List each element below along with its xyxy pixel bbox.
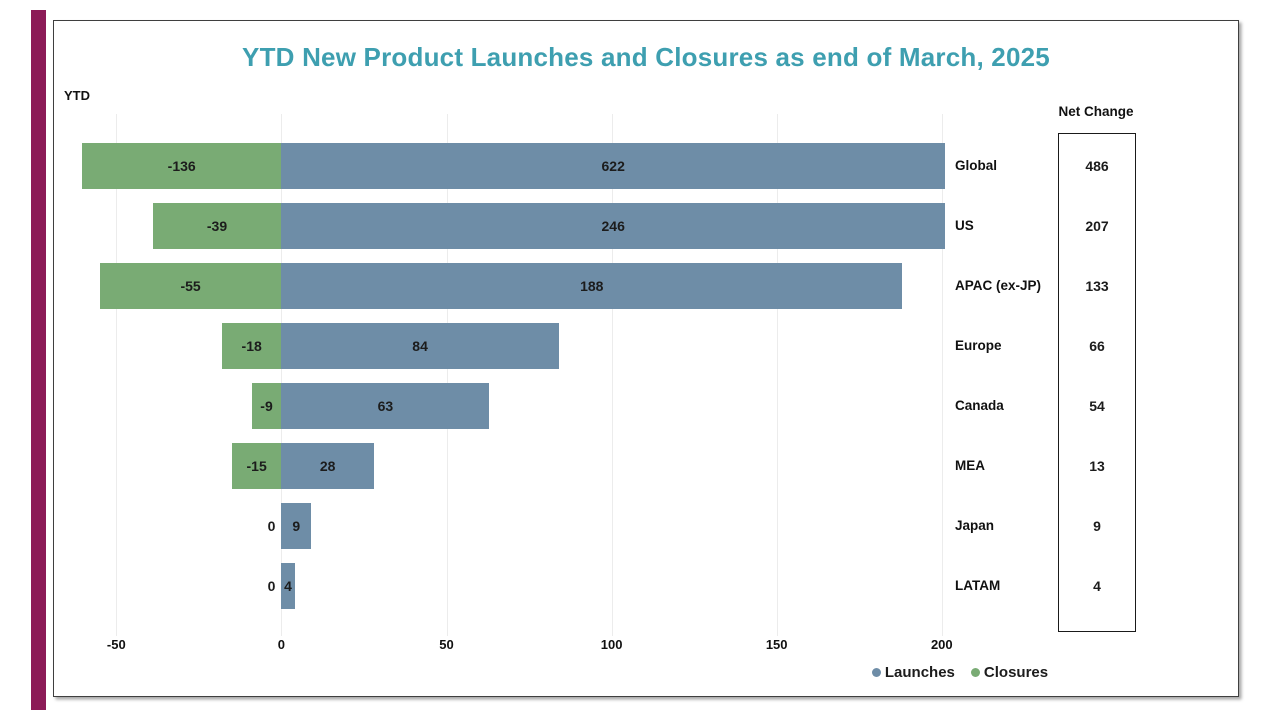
x-tick-label-0: 0 [277, 637, 285, 652]
gridline-200 [941, 114, 943, 636]
bar-closures-apac-ex-jp: -55 [99, 263, 282, 309]
bar-value-closures-latam: 0 [267, 578, 276, 594]
bar-launches-mea: 28 [281, 443, 374, 489]
legend-item-launches[interactable]: Launches [871, 664, 955, 681]
bar-value-launches-global: 622 [601, 158, 625, 174]
category-label-europe: Europe [955, 338, 1002, 353]
x-tick-label--50: -50 [106, 637, 126, 652]
bar-launches-japan: 9 [281, 503, 312, 549]
legend-label-launches: Launches [884, 664, 955, 681]
bar-launches-apac-ex-jp: 188 [281, 263, 903, 309]
gridline--50 [116, 114, 118, 636]
bar-launches-latam: 4 [281, 563, 295, 609]
bar-value-launches-apac-ex-jp: 188 [580, 278, 604, 294]
bar-value-launches-canada: 63 [377, 398, 394, 414]
bar-launches-canada: 63 [281, 383, 490, 429]
net-change-value-canada: 54 [1089, 398, 1105, 414]
bar-launches-us: 246 [281, 203, 945, 249]
bar-value-launches-japan: 9 [292, 518, 301, 534]
x-tick-label-200: 200 [930, 637, 953, 652]
bar-value-closures-apac-ex-jp: -55 [180, 278, 201, 294]
net-change-value-japan: 9 [1093, 518, 1101, 534]
chart-title: YTD New Product Launches and Closures as… [242, 42, 1050, 72]
launches-marker-icon [871, 668, 881, 677]
net-change-value-europe: 66 [1089, 338, 1105, 354]
bar-closures-us: -39 [152, 203, 282, 249]
category-label-us: US [955, 218, 974, 233]
gridline-0 [281, 114, 283, 636]
bar-value-closures-global: -136 [167, 158, 196, 174]
gridline-100 [611, 114, 613, 636]
category-label-apac-ex-jp: APAC (ex-JP) [955, 278, 1042, 293]
bar-value-launches-mea: 28 [319, 458, 336, 474]
bar-closures-mea: -15 [231, 443, 282, 489]
bar-value-closures-mea: -15 [246, 458, 267, 474]
category-label-global: Global [955, 158, 998, 173]
bar-launches-europe: 84 [281, 323, 559, 369]
bar-closures-canada: -9 [251, 383, 282, 429]
net-change-value-mea: 13 [1089, 458, 1105, 474]
net-change-value-us: 207 [1085, 218, 1109, 234]
x-tick-label-100: 100 [600, 637, 623, 652]
net-change-value-apac-ex-jp: 133 [1085, 278, 1109, 294]
gridline-50 [446, 114, 448, 636]
net-change-value-global: 486 [1085, 158, 1109, 174]
legend-label-closures: Closures [983, 664, 1049, 681]
bar-value-closures-japan: 0 [267, 518, 276, 534]
bar-value-closures-canada: -9 [260, 398, 273, 414]
category-label-canada: Canada [955, 398, 1004, 413]
bar-closures-europe: -18 [221, 323, 282, 369]
x-tick-label-150: 150 [765, 637, 788, 652]
left-accent-stripe [31, 10, 46, 710]
bar-value-launches-europe: 84 [412, 338, 428, 354]
chart-legend: Launches Closures [760, 664, 1160, 681]
category-label-japan: Japan [955, 518, 995, 533]
category-label-mea: MEA [955, 458, 985, 473]
bar-value-launches-latam: 4 [284, 578, 292, 594]
net-change-value-latam: 4 [1093, 578, 1101, 594]
legend-item-closures[interactable]: Closures [970, 664, 1049, 681]
bar-closures-global: -136 [82, 143, 282, 189]
x-tick-label-50: 50 [439, 637, 454, 652]
ytd-axis-title: YTD [64, 88, 90, 103]
bar-value-closures-us: -39 [206, 218, 228, 234]
closures-marker-icon [970, 668, 980, 677]
bar-launches-global: 622 [281, 143, 945, 189]
bar-value-closures-europe: -18 [241, 338, 262, 354]
net-change-box [1058, 133, 1136, 632]
gridline-150 [776, 114, 778, 636]
net-change-header: Net Change [1058, 104, 1134, 119]
category-label-latam: LATAM [955, 578, 1001, 593]
bar-value-launches-us: 246 [601, 218, 625, 234]
